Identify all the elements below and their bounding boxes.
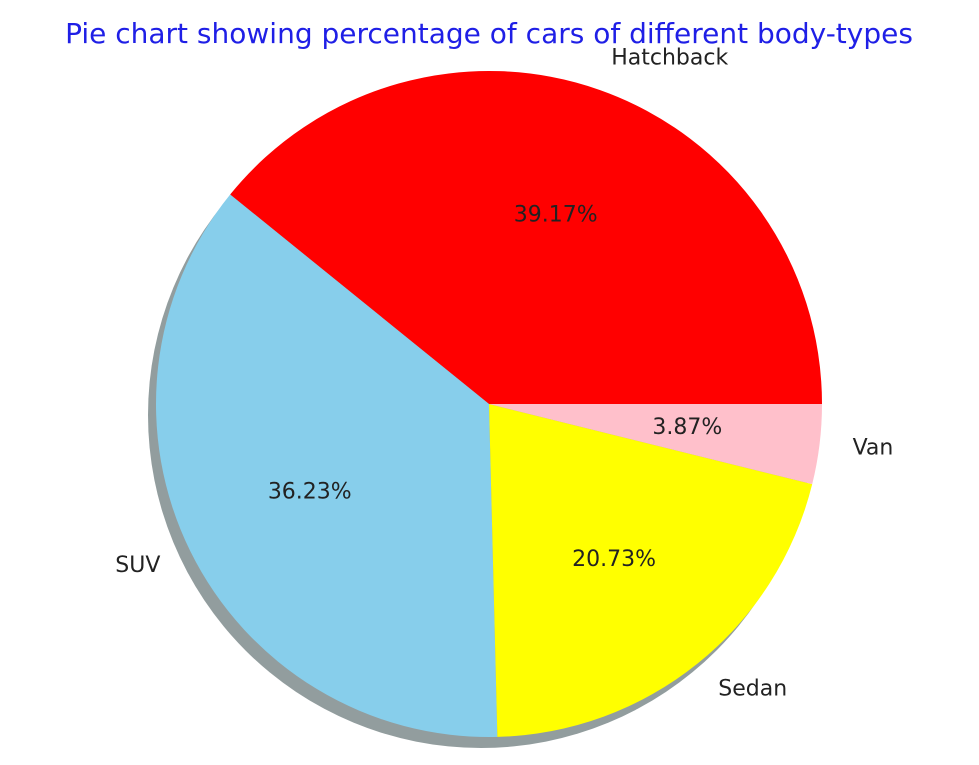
slice-percent-suv: 36.23%: [268, 479, 352, 504]
pie-slice-hatchback: [230, 71, 822, 405]
pie-slice-suv: [155, 194, 498, 738]
slice-label-hatchback: Hatchback: [611, 46, 728, 71]
slice-label-van: Van: [853, 435, 894, 460]
slice-label-suv: SUV: [115, 553, 160, 578]
pie-labels: Hatchback 39.17% SUV 36.23% Sedan 20.73% Van 3.…: [115, 46, 893, 702]
pie-slice-van: [489, 404, 822, 485]
chart-title: Pie chart showing percentage of cars of …: [65, 17, 913, 50]
slice-percent-hatchback: 39.17%: [514, 203, 598, 228]
slice-percent-sedan: 20.73%: [572, 547, 656, 572]
slice-label-sedan: Sedan: [718, 677, 787, 702]
pie-slice-sedan: [489, 404, 813, 737]
slice-percent-van: 3.87%: [652, 415, 722, 440]
pie-slices: [155, 71, 822, 738]
